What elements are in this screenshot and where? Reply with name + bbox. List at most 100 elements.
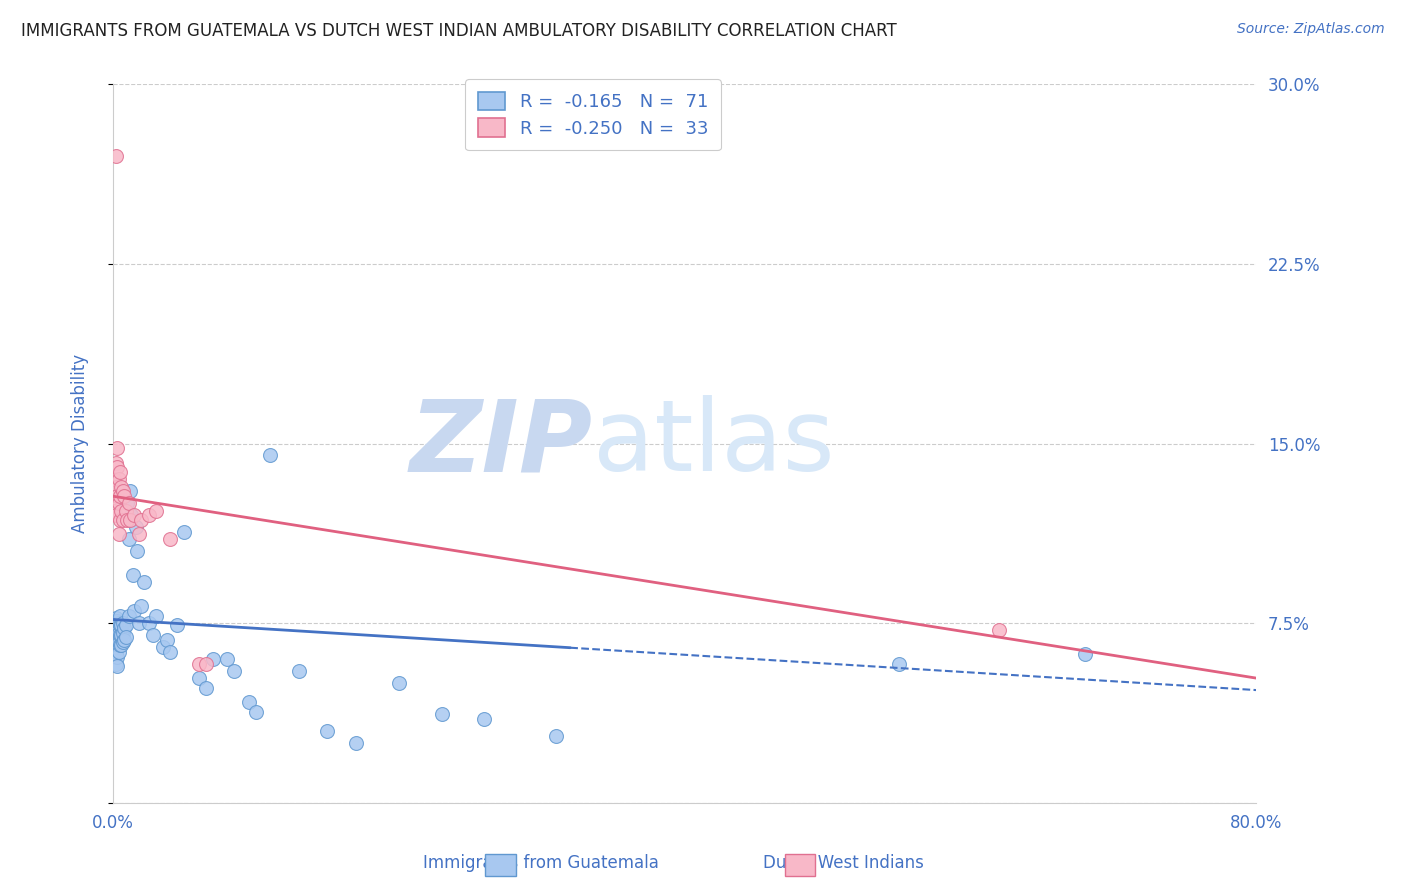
Point (105, 659, 128, 673)
Point (156, 632, 179, 647)
Point (131, 599, 153, 614)
Point (103, 631, 125, 645)
Point (134, 575, 156, 590)
Point (111, 484, 134, 499)
Point (988, 624, 1011, 638)
Point (238, 695, 260, 709)
Point (111, 625, 134, 640)
Point (104, 647, 127, 661)
Point (430, 706, 453, 721)
Y-axis label: Ambulatory Disability: Ambulatory Disability (72, 354, 89, 533)
Point (259, 449, 281, 463)
Point (104, 628, 127, 642)
Point (107, 615, 129, 630)
Point (110, 638, 132, 652)
Point (108, 638, 131, 652)
Text: Dutch West Indians: Dutch West Indians (763, 855, 924, 872)
Point (105, 489, 128, 503)
Point (194, 657, 217, 671)
Point (110, 503, 132, 517)
Point (105, 460, 128, 475)
Point (544, 729, 567, 743)
Point (217, 652, 239, 666)
Point (110, 480, 132, 494)
Point (316, 723, 339, 738)
Point (104, 508, 127, 523)
Point (388, 676, 411, 690)
Text: Immigrants from Guatemala: Immigrants from Guatemala (423, 855, 659, 872)
Point (287, 664, 309, 678)
Point (110, 618, 132, 632)
Point (108, 618, 131, 632)
Point (145, 608, 167, 623)
Point (108, 628, 131, 642)
Point (124, 604, 146, 618)
Point (111, 615, 134, 630)
Point (105, 621, 128, 635)
Point (114, 503, 136, 517)
Point (112, 621, 135, 635)
Point (107, 527, 129, 541)
Point (111, 513, 134, 527)
Point (104, 621, 127, 635)
Point (117, 533, 139, 547)
Point (474, 712, 496, 726)
Point (103, 503, 125, 517)
Point (108, 513, 131, 527)
Point (152, 640, 174, 654)
Point (142, 628, 165, 642)
Point (107, 472, 129, 486)
Point (138, 508, 160, 523)
Point (103, 472, 125, 486)
Point (187, 671, 209, 685)
Point (121, 568, 143, 582)
Point (124, 508, 146, 523)
Point (104, 611, 127, 625)
Legend: R =  -0.165   N =  71, R =  -0.250   N =  33: R = -0.165 N = 71, R = -0.250 N = 33 (465, 79, 721, 150)
Point (104, 638, 127, 652)
Point (111, 635, 134, 649)
Point (187, 657, 209, 671)
Point (104, 480, 127, 494)
Point (115, 513, 138, 527)
Point (107, 496, 129, 510)
Point (138, 615, 160, 630)
Point (108, 608, 131, 623)
Point (245, 705, 267, 719)
Point (105, 614, 128, 628)
Point (173, 525, 195, 540)
Point (131, 513, 153, 527)
Point (114, 631, 136, 645)
Point (117, 608, 139, 623)
Point (104, 456, 127, 470)
Point (127, 544, 149, 558)
Point (103, 614, 125, 628)
Point (115, 496, 138, 510)
Point (128, 527, 150, 541)
Point (166, 618, 188, 632)
Point (103, 647, 125, 661)
Point (118, 513, 141, 527)
Point (201, 652, 224, 666)
Text: ZIP: ZIP (411, 395, 593, 492)
Point (105, 640, 128, 654)
Point (112, 632, 135, 647)
Point (103, 624, 125, 638)
Text: IMMIGRANTS FROM GUATEMALA VS DUTCH WEST INDIAN AMBULATORY DISABILITY CORRELATION: IMMIGRANTS FROM GUATEMALA VS DUTCH WEST … (21, 22, 897, 40)
Point (145, 503, 167, 517)
Point (107, 635, 129, 649)
Point (194, 681, 217, 695)
Point (105, 442, 128, 456)
Text: atlas: atlas (593, 395, 835, 492)
Point (125, 520, 148, 534)
Point (344, 736, 367, 750)
Point (1074, 647, 1097, 661)
Point (110, 628, 132, 642)
Point (159, 645, 181, 659)
Point (107, 625, 129, 640)
Point (128, 615, 150, 630)
Point (105, 649, 128, 664)
Point (104, 149, 127, 163)
Point (107, 645, 129, 659)
Point (114, 618, 136, 632)
